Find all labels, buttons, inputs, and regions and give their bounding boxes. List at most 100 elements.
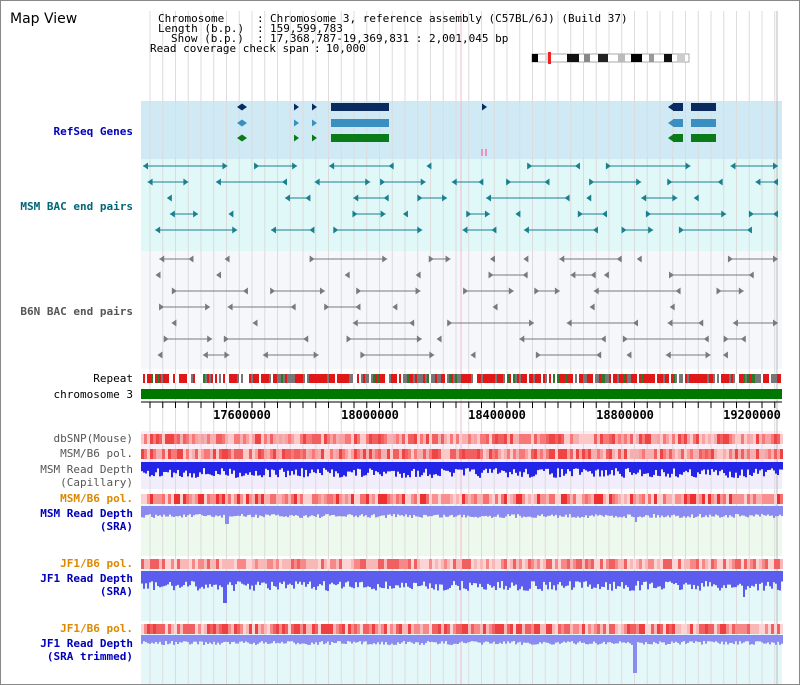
heat-cell <box>522 434 525 444</box>
depth-bar <box>151 462 153 476</box>
track-label-msm-b6-pol[interactable]: MSM/B6 pol. <box>60 447 133 460</box>
heat-cell <box>234 449 237 459</box>
heat-cell <box>312 494 315 504</box>
repeat-segment <box>241 374 243 383</box>
ruler-tick-label: 19200000 <box>723 408 781 422</box>
depth-bar <box>323 462 325 469</box>
track-label-b6n-bac[interactable]: B6N BAC end pairs <box>20 305 133 318</box>
repeat-segment <box>309 374 311 383</box>
depth-bar <box>781 462 783 470</box>
depth-bar <box>513 506 515 515</box>
track-label-msm-depth-sra[interactable]: MSM Read Depth <box>40 507 133 520</box>
depth-bar <box>303 462 305 478</box>
heat-cell <box>750 624 753 634</box>
depth-bar <box>613 571 615 582</box>
depth-bar <box>601 571 603 587</box>
depth-bar <box>271 506 273 515</box>
depth-bar <box>357 506 359 518</box>
heat-cell <box>663 559 666 569</box>
depth-bar <box>497 571 499 583</box>
depth-bar <box>741 571 743 586</box>
track-label-chromosome[interactable]: chromosome 3 <box>53 388 133 401</box>
depth-bar <box>563 635 565 642</box>
heat-cell <box>771 624 774 634</box>
heat-cell <box>213 559 216 569</box>
depth-bar <box>613 635 615 644</box>
depth-bar <box>237 635 239 644</box>
bac-end <box>489 255 495 263</box>
depth-bar <box>781 506 783 517</box>
repeat-segment <box>685 374 687 383</box>
repeat-segment <box>535 374 537 383</box>
heat-cell <box>549 494 552 504</box>
heat-cell <box>486 624 489 634</box>
depth-bar <box>647 462 649 474</box>
repeat-segment <box>167 374 169 383</box>
track-label-jf1-trimmed[interactable]: JF1 Read Depth <box>40 637 133 650</box>
bac-end <box>586 194 592 202</box>
bac-end <box>721 210 727 218</box>
track-label-jf1-pol-2[interactable]: JF1/B6 pol. <box>60 622 133 635</box>
depth-bar <box>425 571 427 587</box>
depth-bar <box>735 635 737 642</box>
track-label-jf1-pol[interactable]: JF1/B6 pol. <box>60 557 133 570</box>
track-label-repeat[interactable]: Repeat <box>93 372 133 385</box>
depth-bar <box>375 571 377 591</box>
depth-bar <box>569 571 571 582</box>
heat-cell <box>615 559 618 569</box>
heat-cell <box>483 434 486 444</box>
depth-bar <box>381 506 383 516</box>
heat-cell <box>750 449 753 459</box>
track-label-dbsnp[interactable]: dbSNP(Mouse) <box>53 432 133 445</box>
heat-cell <box>495 449 498 459</box>
track-label-jf1-depth[interactable]: JF1 Read Depth <box>40 572 133 585</box>
depth-bar <box>177 506 179 517</box>
heat-cell <box>426 449 429 459</box>
heat-cell <box>396 559 399 569</box>
depth-bar <box>503 571 505 590</box>
repeat-segment <box>669 374 671 383</box>
heat-cell <box>684 434 687 444</box>
heat-cell <box>729 449 732 459</box>
heat-cell <box>294 449 297 459</box>
depth-bar <box>653 462 655 475</box>
heat-cell <box>327 559 330 569</box>
heat-cell <box>600 624 603 634</box>
depth-bar <box>539 635 541 643</box>
repeat-segment <box>221 374 223 383</box>
depth-bar <box>317 571 319 587</box>
depth-bar <box>269 506 271 516</box>
depth-bar <box>667 571 669 583</box>
repeat-segment <box>571 374 573 383</box>
track-label-refseq[interactable]: RefSeq Genes <box>53 125 133 138</box>
heat-cell <box>339 624 342 634</box>
depth-bar <box>203 635 205 645</box>
depth-bar <box>185 462 187 471</box>
heat-cell <box>768 624 771 634</box>
heat-cell <box>693 494 696 504</box>
gene-exon <box>673 134 683 142</box>
depth-bar <box>179 635 181 643</box>
track-label-msm-bac[interactable]: MSM BAC end pairs <box>20 200 133 213</box>
heat-cell <box>402 434 405 444</box>
track-label-msm-b6-pol-2[interactable]: MSM/B6 pol. <box>60 492 133 505</box>
depth-bar <box>225 571 227 603</box>
ruler-tick-label: 18400000 <box>468 408 526 422</box>
heat-cell <box>444 494 447 504</box>
depth-bar <box>639 635 641 643</box>
depth-bar <box>629 462 631 473</box>
heat-cell <box>498 449 501 459</box>
depth-bar <box>369 506 371 518</box>
depth-bar <box>345 462 347 477</box>
depth-bar <box>651 462 653 478</box>
repeat-segment <box>259 374 261 383</box>
depth-bar <box>763 635 765 644</box>
track-label-msm-depth-capillary[interactable]: MSM Read Depth <box>40 463 133 476</box>
depth-bar <box>213 462 215 477</box>
heat-cell <box>534 494 537 504</box>
repeat-segment <box>673 374 675 383</box>
depth-bar <box>485 571 487 590</box>
repeat-segment <box>645 374 647 383</box>
heat-cell <box>645 494 648 504</box>
